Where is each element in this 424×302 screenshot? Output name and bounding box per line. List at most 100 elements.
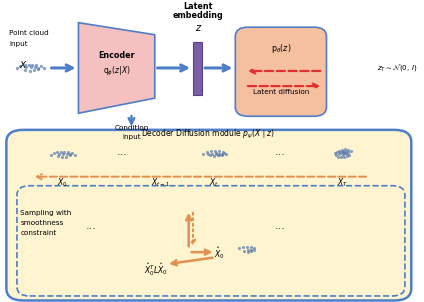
Text: ···: ··· [274, 224, 285, 235]
Point [340, 149, 347, 154]
Point [218, 152, 225, 157]
Point [21, 63, 28, 68]
Point [61, 149, 68, 154]
Point [35, 66, 42, 71]
Point [205, 152, 212, 157]
Text: input: input [122, 134, 141, 140]
Point [26, 68, 33, 73]
FancyBboxPatch shape [235, 27, 326, 116]
Text: $X_t$: $X_t$ [209, 176, 219, 189]
Point [343, 149, 349, 154]
Point [341, 147, 348, 152]
Text: $X_0$: $X_0$ [57, 176, 68, 189]
Point [337, 150, 344, 155]
Point [215, 153, 221, 158]
Text: Encoder: Encoder [98, 51, 135, 60]
Point [335, 154, 342, 159]
Point [66, 153, 73, 158]
Text: Sampling with: Sampling with [20, 210, 72, 216]
Point [31, 68, 37, 72]
Point [72, 152, 78, 157]
Point [209, 151, 215, 156]
Point [236, 246, 243, 251]
Point [333, 149, 340, 154]
Point [23, 65, 30, 70]
Point [59, 151, 66, 156]
Text: $z_T{\sim}\mathcal{N}(0,\,I)$: $z_T{\sim}\mathcal{N}(0,\,I)$ [377, 63, 418, 73]
Point [37, 64, 44, 69]
Point [336, 148, 343, 153]
Point [347, 148, 354, 153]
Point [31, 65, 38, 70]
Text: smoothness: smoothness [20, 220, 64, 226]
Point [336, 151, 343, 156]
Point [62, 154, 69, 159]
Point [69, 151, 75, 156]
Text: constraint: constraint [20, 230, 56, 236]
Point [25, 62, 32, 67]
Point [59, 155, 65, 159]
Text: $X$: $X$ [19, 59, 28, 70]
Point [211, 153, 218, 158]
Point [342, 151, 349, 156]
Point [247, 245, 254, 250]
Point [41, 66, 47, 70]
Text: $\mathrm{p}_{\theta}(z)$: $\mathrm{p}_{\theta}(z)$ [271, 42, 291, 56]
Point [27, 65, 34, 69]
Point [215, 153, 222, 157]
Text: embedding: embedding [173, 11, 224, 20]
Point [250, 248, 257, 252]
FancyBboxPatch shape [17, 186, 405, 296]
Point [200, 152, 207, 156]
Text: $\hat{X}_0^T L\hat{X}_0$: $\hat{X}_0^T L\hat{X}_0$ [144, 261, 168, 278]
Point [55, 154, 61, 159]
Point [338, 151, 345, 156]
Point [251, 246, 258, 251]
Point [207, 153, 214, 158]
Point [343, 151, 350, 156]
FancyBboxPatch shape [193, 42, 202, 95]
Point [244, 247, 251, 252]
Point [213, 152, 220, 157]
Text: Latent diffusion: Latent diffusion [253, 89, 309, 95]
Point [204, 150, 211, 155]
Point [341, 151, 348, 156]
Point [56, 152, 62, 156]
Point [218, 151, 225, 156]
Point [66, 152, 73, 157]
FancyBboxPatch shape [6, 130, 411, 300]
Point [248, 249, 255, 254]
Point [247, 247, 254, 252]
Point [240, 245, 246, 250]
Text: $X_T$: $X_T$ [337, 176, 348, 189]
Point [35, 65, 42, 70]
Point [338, 155, 345, 160]
Text: Latent: Latent [184, 2, 213, 11]
Point [332, 151, 339, 156]
Point [22, 67, 29, 72]
Point [343, 154, 350, 159]
Point [54, 150, 61, 155]
Point [216, 151, 223, 156]
Text: ···: ··· [274, 149, 285, 160]
Point [65, 150, 72, 155]
Point [14, 66, 20, 70]
Point [338, 147, 345, 152]
Point [58, 149, 64, 154]
Point [47, 152, 54, 157]
Point [333, 153, 340, 158]
Point [63, 152, 70, 156]
Point [339, 149, 346, 154]
Point [344, 148, 351, 153]
Point [50, 151, 57, 156]
Point [212, 148, 218, 153]
Point [244, 249, 251, 254]
Polygon shape [78, 23, 155, 113]
Point [215, 149, 222, 154]
Text: input: input [9, 41, 28, 47]
Point [339, 148, 346, 153]
Text: $z$: $z$ [195, 23, 202, 33]
Text: Decoder Diffusion module $p_{\psi}(X\mid z)$: Decoder Diffusion module $p_{\psi}(X\mid… [141, 128, 275, 141]
Point [346, 153, 352, 158]
Point [17, 64, 24, 69]
